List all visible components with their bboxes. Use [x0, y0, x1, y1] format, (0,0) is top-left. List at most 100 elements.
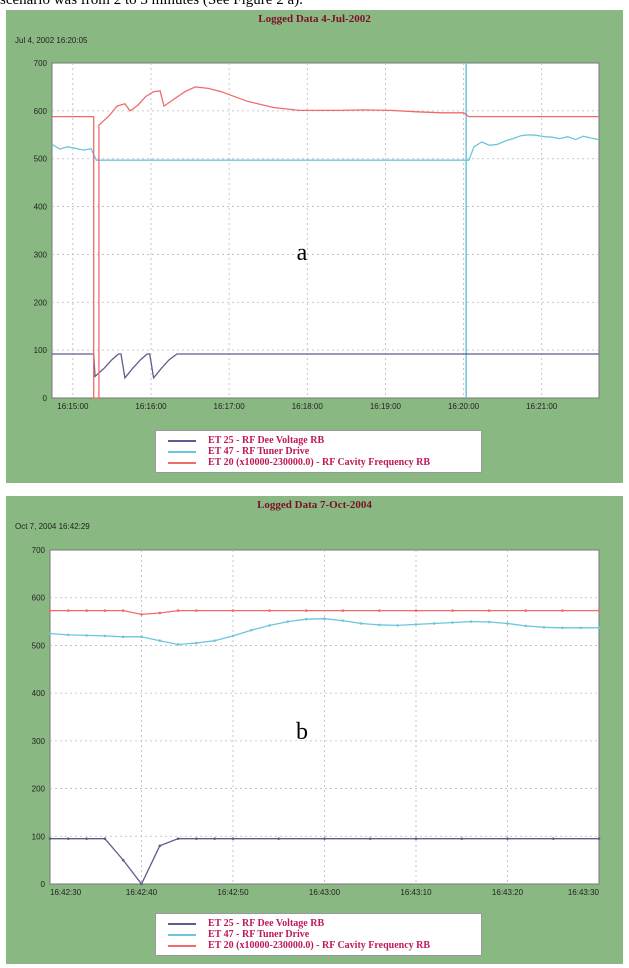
y-tick-label-b: 200 — [32, 785, 46, 794]
data-point-cavity-frequency-b — [268, 609, 271, 612]
chart-title-b: Logged Data 7-Oct-2004 — [257, 499, 372, 511]
legend-swatch-tuner-drive-a — [168, 451, 196, 453]
series-line-cavity-frequency-b — [50, 609, 599, 616]
y-tick-label-a: 200 — [34, 298, 48, 307]
data-point-dee-voltage-b — [121, 858, 125, 862]
data-point-dee-voltage-b — [368, 837, 372, 840]
y-tick-label-b: 700 — [32, 546, 46, 555]
series-line-cavity-frequency-a — [52, 86, 599, 399]
x-tick-label-a: 16:19:00 — [370, 402, 402, 411]
legend-label-cavity-frequency-a: ET 20 (x10000-230000.0) - RF Cavity Freq… — [208, 457, 431, 468]
legend-swatch-cavity-frequency-b — [168, 945, 196, 947]
data-point-dee-voltage-b — [323, 837, 326, 840]
data-point-cavity-frequency-b — [597, 609, 601, 612]
data-point-cavity-frequency-b — [48, 609, 52, 612]
legend-swatch-dee-voltage-b — [168, 923, 196, 925]
data-point-cavity-frequency-b — [67, 609, 70, 612]
data-point-cavity-frequency-b — [103, 609, 107, 612]
legend-item-tuner-drive-a: ET 47 - RF Tuner Drive — [156, 446, 481, 457]
y-tick-label-b: 400 — [32, 689, 46, 698]
x-tick-label-b: 16:42:30 — [50, 888, 82, 897]
x-tick-label-a: 16:15:00 — [57, 402, 89, 411]
data-point-tuner-drive-b — [103, 634, 107, 638]
data-point-tuner-drive-b — [195, 641, 198, 645]
data-point-cavity-frequency-b — [487, 609, 491, 612]
y-tick-label-a: 500 — [34, 155, 48, 164]
data-point-tuner-drive-b — [341, 619, 345, 622]
plot-area-a — [51, 62, 600, 399]
data-point-tuner-drive-b — [158, 639, 162, 642]
legend-item-dee-voltage-b: ET 25 - RF Dee Voltage RB — [156, 918, 481, 929]
data-point-tuner-drive-b — [396, 624, 400, 627]
x-tick-label-a: 16:20:00 — [448, 402, 480, 411]
chart-timestamp-a: Jul 4, 2002 16:20:05 — [15, 36, 88, 45]
data-point-tuner-drive-b — [378, 623, 381, 627]
x-tick-label-b: 16:43:30 — [568, 888, 600, 897]
legend-swatch-dee-voltage-a — [168, 440, 196, 442]
data-point-cavity-frequency-b — [85, 609, 88, 612]
data-point-tuner-drive-b — [140, 635, 143, 639]
data-point-tuner-drive-b — [506, 622, 509, 625]
data-point-tuner-drive-b — [597, 626, 601, 630]
y-tick-label-a: 0 — [43, 394, 48, 403]
y-tick-label-b: 0 — [41, 880, 46, 889]
data-point-cavity-frequency-b — [341, 609, 345, 612]
data-point-dee-voltage-b — [85, 837, 88, 840]
data-point-tuner-drive-b — [85, 634, 88, 637]
chart-legend-a: ET 25 - RF Dee Voltage RB ET 47 - RF Tun… — [155, 430, 482, 473]
y-tick-label-b: 300 — [32, 737, 46, 746]
series-line-dee-voltage-a — [52, 353, 599, 380]
data-point-cavity-frequency-b — [378, 609, 381, 612]
data-point-tuner-drive-b — [48, 632, 52, 635]
data-point-tuner-drive-b — [579, 626, 582, 630]
data-point-tuner-drive-b — [542, 625, 546, 629]
y-tick-label-b: 100 — [32, 832, 46, 841]
x-tick-label-b: 16:43:10 — [400, 888, 432, 897]
x-tick-label-a: 16:17:00 — [214, 402, 246, 411]
data-point-dee-voltage-b — [140, 882, 143, 886]
x-tick-label-b: 16:43:00 — [309, 888, 341, 897]
data-point-cavity-frequency-b — [561, 609, 564, 612]
data-point-dee-voltage-b — [460, 837, 464, 840]
legend-label-cavity-frequency-b: ET 20 (x10000-230000.0) - RF Cavity Freq… — [208, 940, 431, 951]
legend-label-tuner-drive-a: ET 47 - RF Tuner Drive — [208, 446, 310, 457]
legend-item-tuner-drive-b: ET 47 - RF Tuner Drive — [156, 929, 481, 940]
chart-panel-a: Logged Data 4-Jul-2002 Jul 4, 2002 16:20… — [6, 10, 623, 483]
series-line-tuner-drive-a — [51, 134, 600, 161]
data-point-tuner-drive-b — [250, 628, 253, 632]
y-tick-label-b: 500 — [32, 641, 46, 650]
legend-item-cavity-frequency-a: ET 20 (x10000-230000.0) - RF Cavity Freq… — [156, 457, 481, 468]
data-point-dee-voltage-b — [551, 837, 555, 840]
x-tick-label-a: 16:18:00 — [292, 402, 324, 411]
legend-item-dee-voltage-a: ET 25 - RF Dee Voltage RB — [156, 435, 481, 446]
data-point-tuner-drive-b — [286, 620, 290, 623]
data-point-tuner-drive-b — [231, 634, 235, 638]
y-tick-label-a: 400 — [34, 203, 48, 212]
data-point-dee-voltage-b — [48, 837, 52, 840]
data-point-tuner-drive-b — [359, 622, 363, 625]
data-point-dee-voltage-b — [103, 837, 107, 840]
data-point-tuner-drive-b — [524, 624, 528, 628]
chart-plot-b: 0 100 200 300 400 500 600 700 16:42:30 16:42:40 16… — [32, 546, 601, 897]
y-tick-label-a: 700 — [34, 59, 48, 68]
legend-item-cavity-frequency-b: ET 20 (x10000-230000.0) - RF Cavity Freq… — [156, 940, 481, 951]
data-point-tuner-drive-b — [561, 626, 564, 630]
chart-timestamp-b: Oct 7, 2004 16:42:29 — [15, 522, 90, 531]
x-tick-label-b: 16:43:20 — [492, 888, 524, 897]
legend-label-dee-voltage-a: ET 25 - RF Dee Voltage RB — [208, 435, 325, 446]
data-point-dee-voltage-b — [213, 837, 216, 840]
data-point-tuner-drive-b — [487, 620, 491, 624]
data-point-tuner-drive-b — [451, 621, 454, 624]
data-point-cavity-frequency-b — [231, 609, 235, 612]
data-point-dee-voltage-b — [231, 837, 235, 840]
data-point-dee-voltage-b — [414, 837, 418, 840]
chart-title-a: Logged Data 4-Jul-2002 — [258, 13, 371, 25]
data-point-cavity-frequency-b — [524, 609, 528, 612]
data-point-tuner-drive-b — [323, 617, 326, 621]
data-point-tuner-drive-b — [433, 622, 436, 625]
legend-swatch-cavity-frequency-a — [168, 462, 196, 464]
chart-legend-b: ET 25 - RF Dee Voltage RB ET 47 - RF Tun… — [155, 913, 482, 956]
data-point-tuner-drive-b — [176, 643, 180, 646]
panel-letter-a: a — [297, 240, 308, 266]
data-point-tuner-drive-b — [268, 624, 271, 627]
